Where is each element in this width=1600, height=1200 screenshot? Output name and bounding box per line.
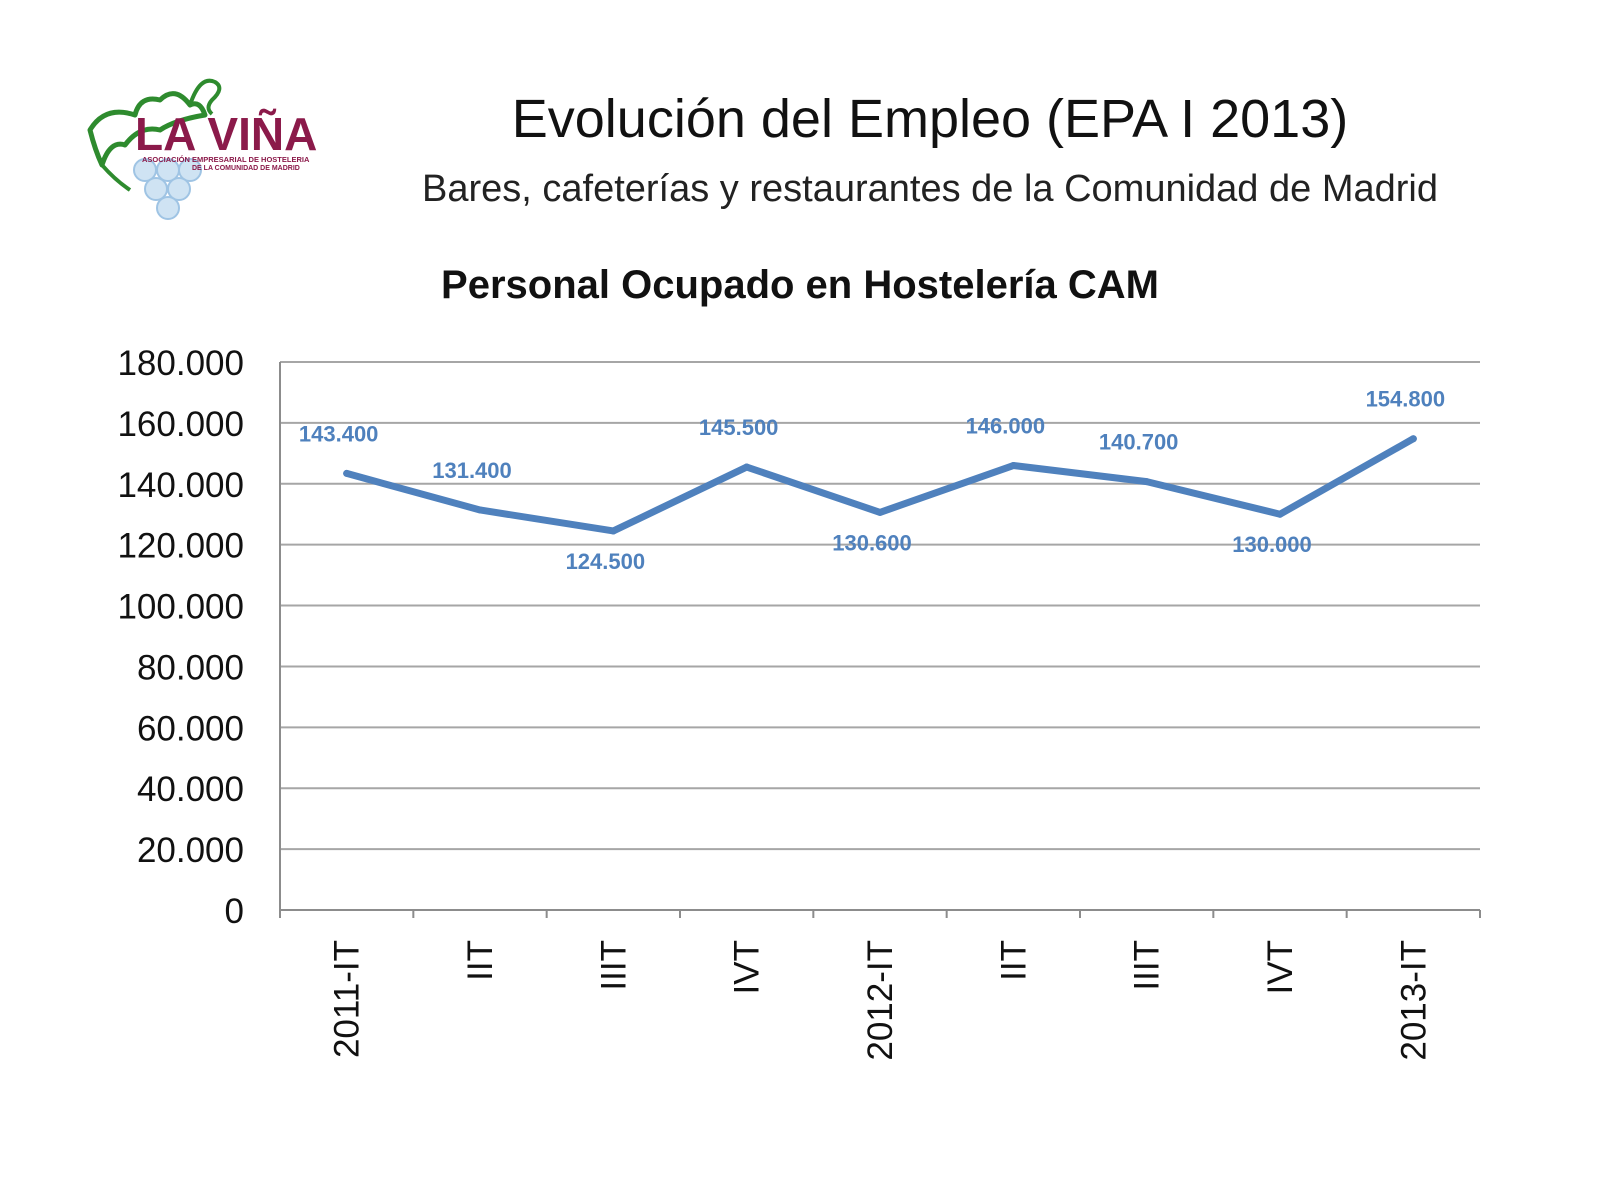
data-label: 130.600 [832, 530, 912, 555]
y-tick-label: 120.000 [117, 527, 244, 566]
y-tick-label: 60.000 [137, 709, 244, 748]
x-tick-label: IVT [1261, 940, 1300, 994]
x-tick-label: IIT [461, 940, 500, 981]
y-tick-label: 100.000 [117, 588, 244, 627]
x-tick-label: 2011-IT [328, 940, 367, 1058]
y-tick-label: 160.000 [117, 405, 244, 444]
data-label: 145.500 [699, 415, 779, 440]
data-label: 130.000 [1232, 532, 1312, 557]
data-point [476, 506, 484, 514]
x-tick-label: IIIT [1128, 940, 1167, 991]
data-label: 143.400 [299, 421, 379, 446]
data-label: 146.000 [966, 414, 1046, 439]
series-line [343, 435, 1417, 535]
slide-subtitle: Bares, cafeterías y restaurantes de la C… [422, 168, 1438, 210]
logo-name: LA VIÑA [135, 108, 317, 160]
x-tick-label: IIT [994, 940, 1033, 981]
y-tick-label: 180.000 [117, 344, 244, 383]
y-tick-label: 0 [225, 892, 244, 931]
y-tick-label: 140.000 [117, 466, 244, 505]
vine-leaf-icon [87, 91, 208, 168]
slide-title: Evolución del Empleo (EPA I 2013) [511, 89, 1349, 149]
x-tick-label: IIIT [594, 940, 633, 991]
y-tick-label: 80.000 [137, 648, 244, 687]
la-vina-logo: LA VIÑA ASOCIACIÓN EMPRESARIAL DE HOSTEL… [87, 78, 317, 220]
data-point [343, 469, 351, 477]
grapes-icon [133, 158, 202, 220]
data-point [743, 463, 751, 471]
x-tick-label: 2012-IT [861, 940, 900, 1061]
y-tick-label: 20.000 [137, 831, 244, 870]
vine-tendril-icon [188, 78, 222, 116]
x-tick-label: IVT [728, 940, 767, 994]
data-label: 124.500 [566, 549, 646, 574]
data-label: 131.400 [432, 458, 512, 483]
data-point [1276, 510, 1284, 518]
x-tick-label: 2013-IT [1394, 940, 1433, 1061]
data-label: 140.700 [1099, 430, 1179, 455]
y-tick-label: 40.000 [137, 770, 244, 809]
data-point [1143, 478, 1151, 486]
data-point [1009, 462, 1017, 470]
logo-tagline-2: DE LA COMUNIDAD DE MADRID [192, 165, 300, 172]
data-point [1409, 435, 1417, 443]
data-point [876, 508, 884, 516]
chart-title: Personal Ocupado en Hostelería CAM [441, 263, 1159, 307]
logo-tagline-1: ASOCIACIÓN EMPRESARIAL DE HOSTELERIA [142, 155, 310, 164]
data-point [609, 527, 617, 535]
data-label: 154.800 [1366, 387, 1446, 412]
